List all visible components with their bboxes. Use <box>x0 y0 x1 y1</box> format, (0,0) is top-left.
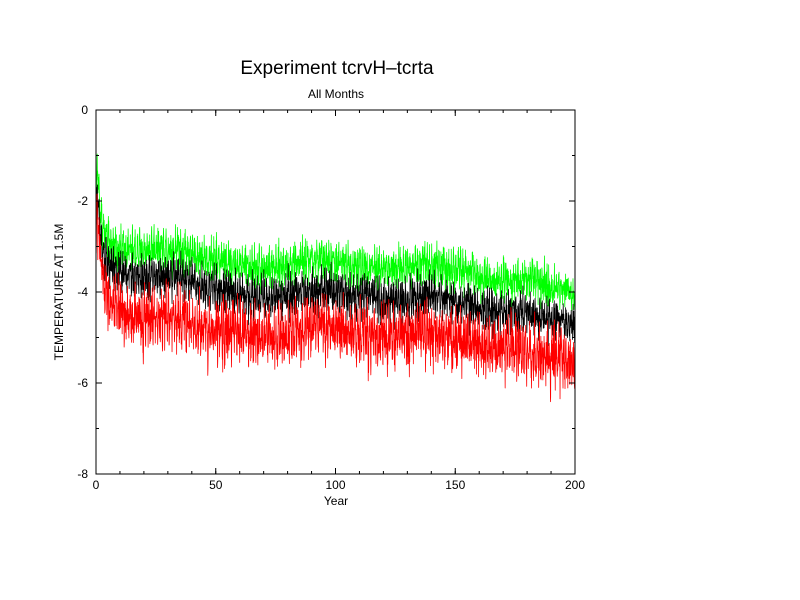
x-tick-label: 0 <box>93 478 100 492</box>
chart-subtitle: All Months <box>308 87 364 101</box>
x-tick-label: 150 <box>445 478 465 492</box>
y-tick-label: -6 <box>77 376 88 390</box>
x-tick-label: 50 <box>209 478 223 492</box>
series-line-3 <box>95 193 576 403</box>
y-tick-label: -4 <box>77 285 88 299</box>
x-tick-label: 100 <box>325 478 345 492</box>
x-axis-label: Year <box>324 494 348 508</box>
chart-title: Experiment tcrvH–tcrta <box>240 58 434 79</box>
series-layer <box>95 153 576 403</box>
y-tick-label: -2 <box>77 194 88 208</box>
y-tick-label: -8 <box>77 467 88 481</box>
ticks-layer: 0 50 100 150 200 0 -2 -4 -6 -8 <box>77 103 585 492</box>
x-tick-label: 200 <box>565 478 585 492</box>
plot-frame <box>95 109 576 475</box>
y-tick-label: 0 <box>81 103 88 117</box>
series-line-2 <box>95 184 576 346</box>
series-line-1 <box>95 153 576 313</box>
y-axis-label: TEMPERATURE AT 1.5M <box>52 224 66 361</box>
